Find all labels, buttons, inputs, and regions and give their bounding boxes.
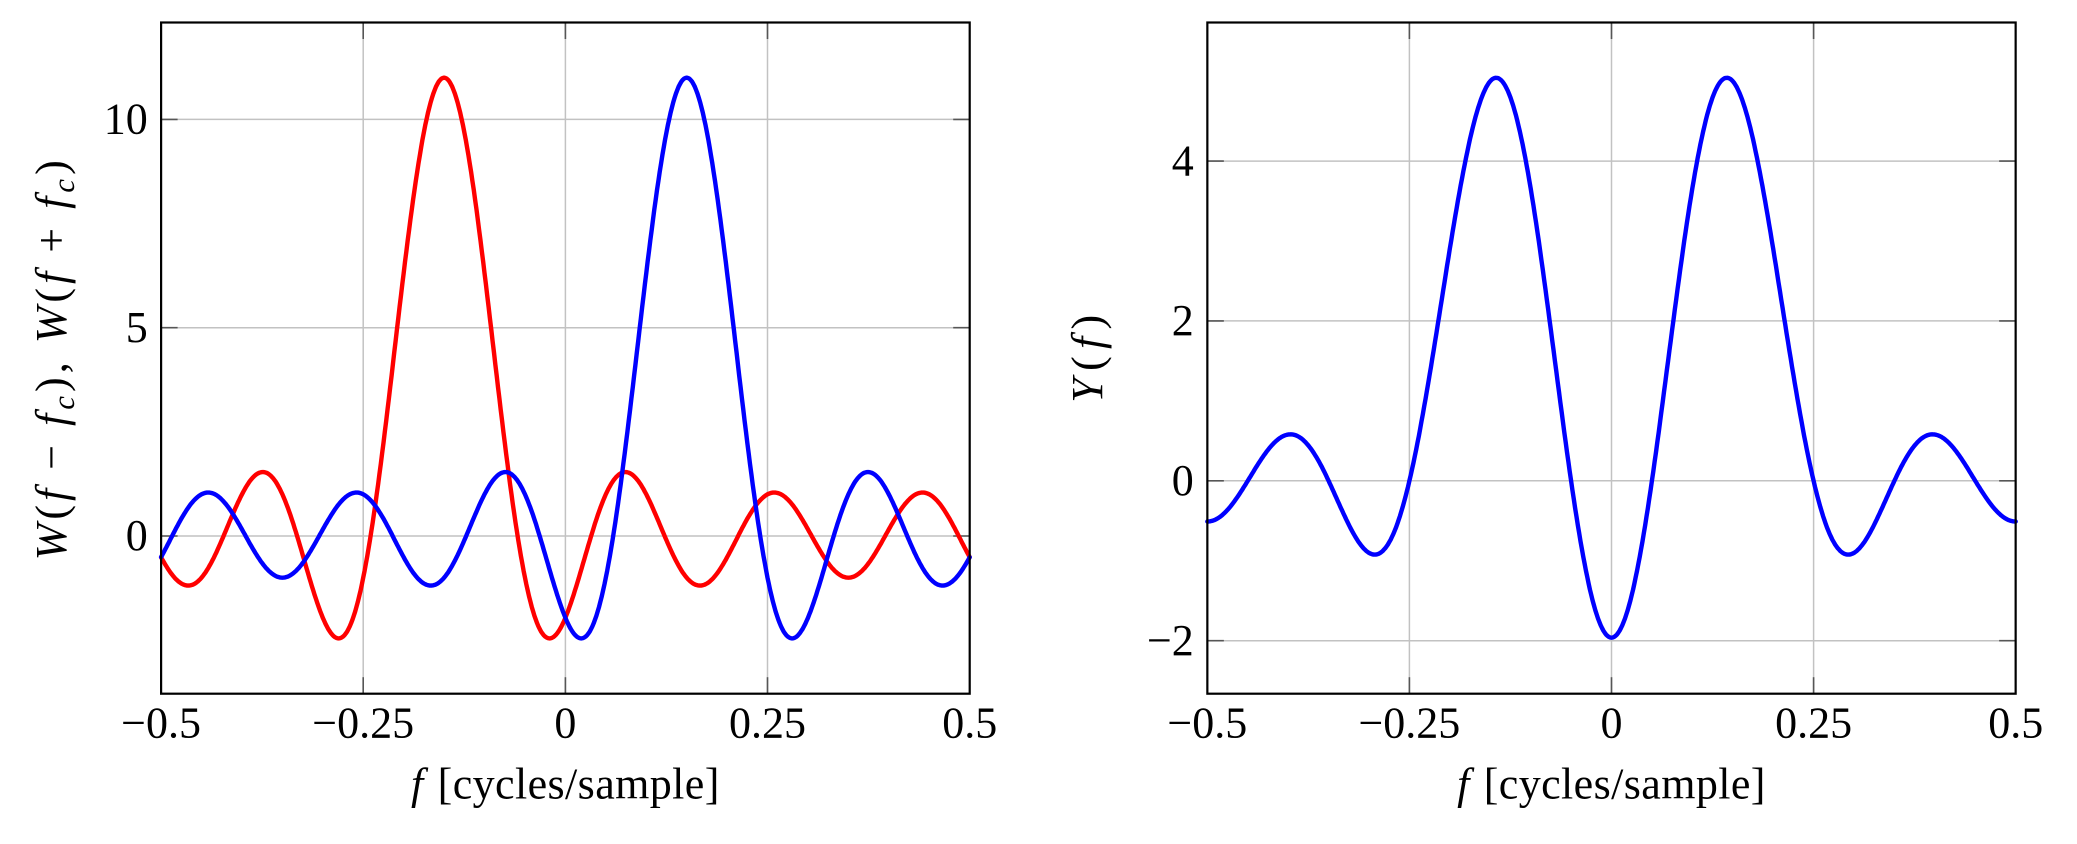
svg-text:−0.25: −0.25 bbox=[312, 699, 414, 748]
svg-text:f[cycles/sample]: f [cycles/sample] bbox=[1457, 760, 1766, 809]
svg-text:−0.5: −0.5 bbox=[1167, 699, 1247, 748]
svg-text:4: 4 bbox=[1172, 136, 1194, 185]
svg-text:0: 0 bbox=[126, 511, 148, 560]
svg-text:0.5: 0.5 bbox=[942, 699, 997, 748]
svg-text:10: 10 bbox=[104, 95, 148, 144]
svg-text:0.5: 0.5 bbox=[1988, 699, 2043, 748]
svg-text:0.25: 0.25 bbox=[729, 699, 806, 748]
svg-text:Y(f): Y(f) bbox=[1063, 307, 1112, 402]
svg-text:−0.25: −0.25 bbox=[1358, 699, 1460, 748]
svg-text:−0.5: −0.5 bbox=[121, 699, 201, 748]
svg-text:0: 0 bbox=[554, 699, 576, 748]
svg-text:−2: −2 bbox=[1147, 616, 1194, 665]
svg-text:0.25: 0.25 bbox=[1775, 699, 1852, 748]
svg-text:0: 0 bbox=[1172, 456, 1194, 505]
svg-text:0: 0 bbox=[1601, 699, 1623, 748]
svg-text:W(f − fc​), W(f + fc​): W(f − fc​), W(f + fc​) bbox=[27, 156, 81, 560]
svg-text:f[cycles/sample]: f [cycles/sample] bbox=[411, 760, 720, 809]
svg-text:5: 5 bbox=[126, 303, 148, 352]
svg-text:2: 2 bbox=[1172, 296, 1194, 345]
